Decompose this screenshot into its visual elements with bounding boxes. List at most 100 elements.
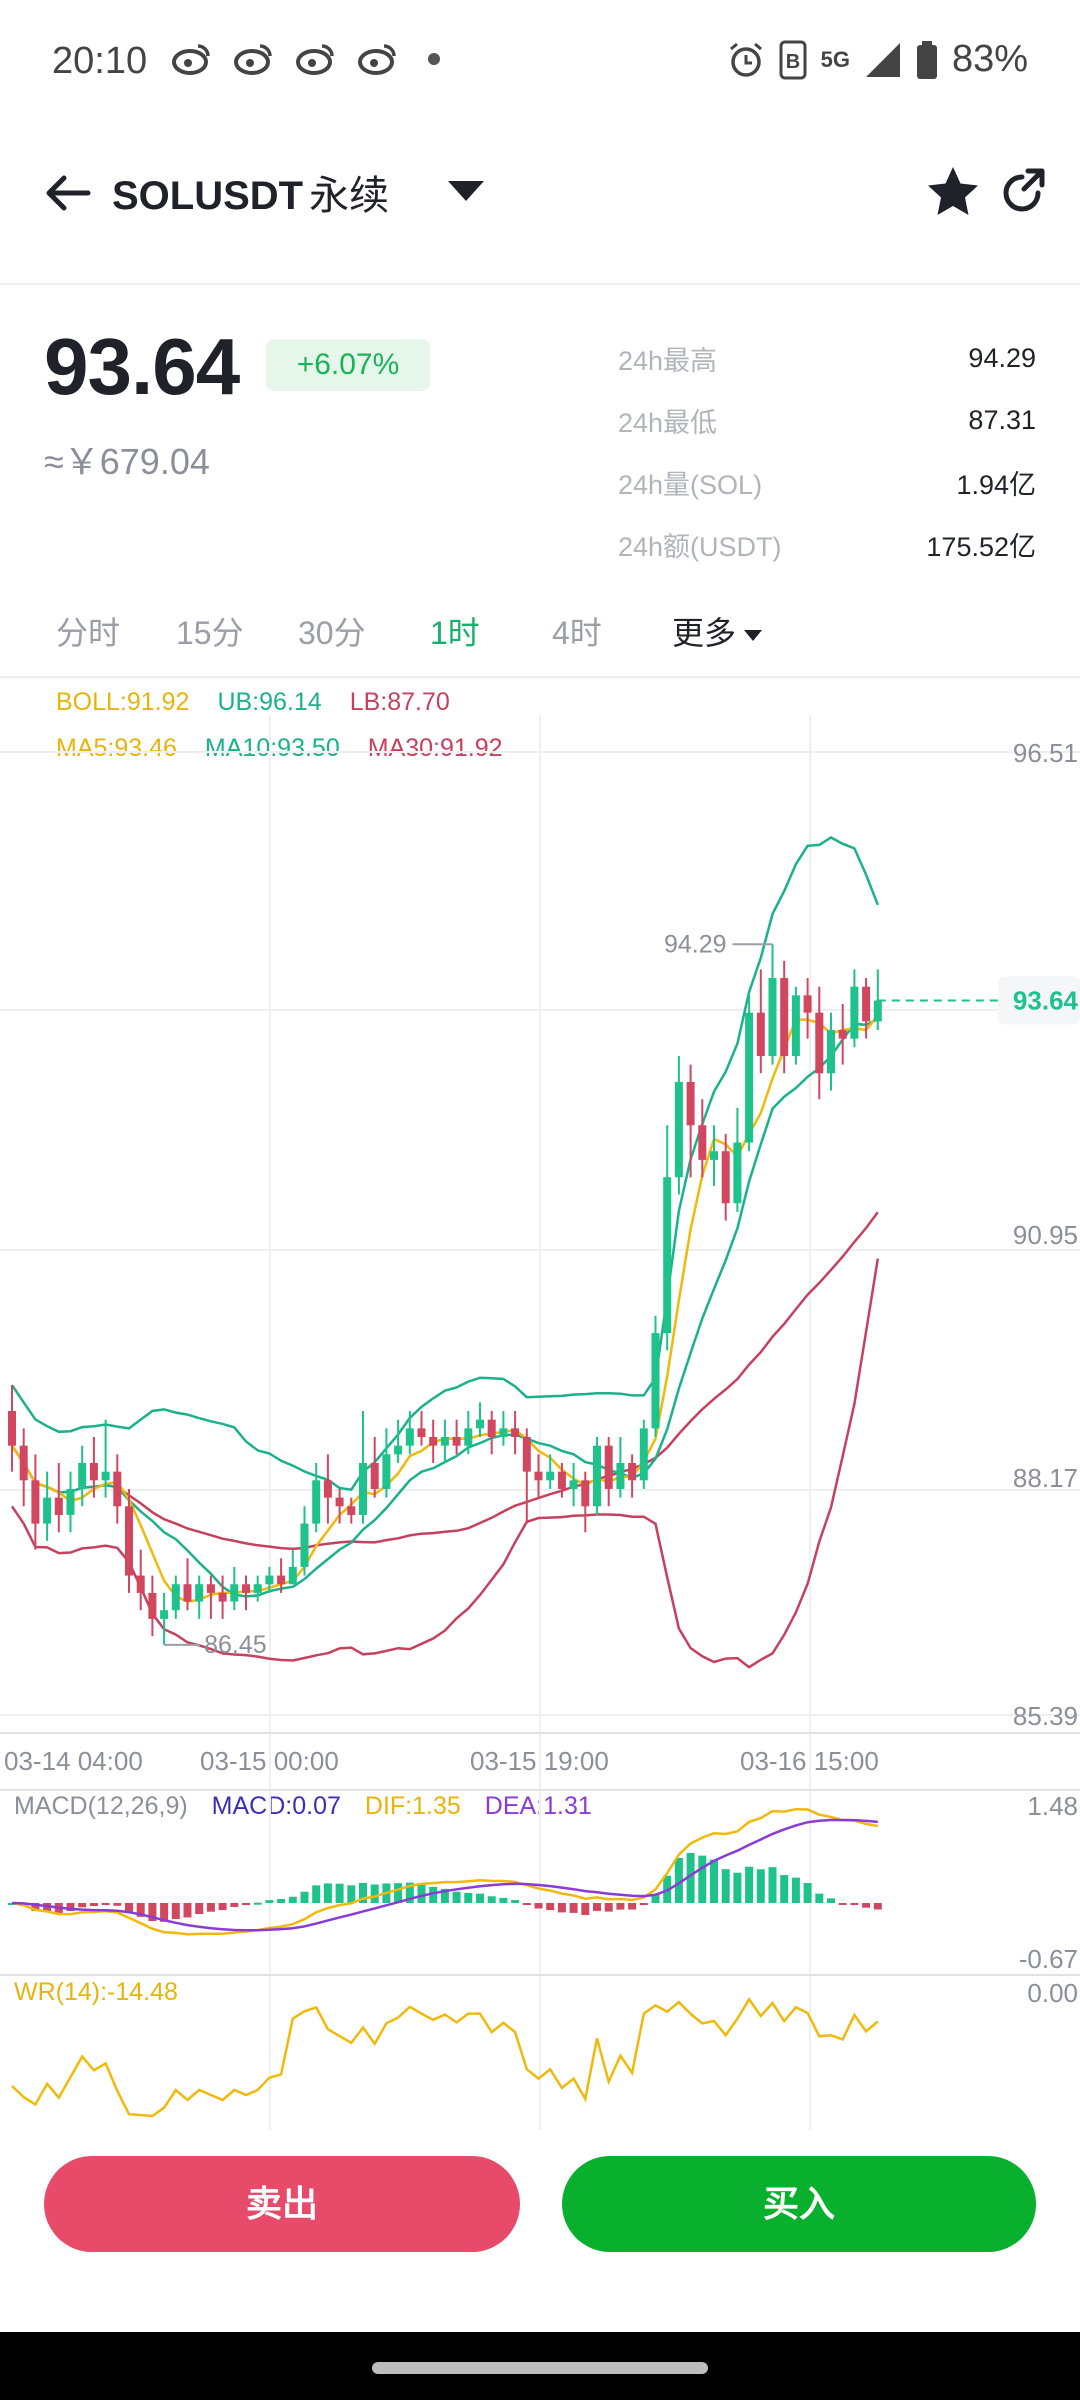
stat-label: 24h最低 [618,407,718,438]
macd-bar [651,1894,660,1903]
macd-bar [277,1898,286,1903]
dif-line [11,1807,879,1936]
macd-legend: MACD(12,26,9) MACD:0.07 DIF:1.35 DEA:1.3… [14,1792,592,1821]
macd-bar [873,1903,882,1910]
signal-icon [865,42,900,77]
candle-up [476,1419,484,1429]
system-icons: B 5G 83% [727,38,1028,81]
macd-bar [417,1884,426,1903]
macd-bar [265,1900,274,1903]
stat-row: 24h最高 94.29 [618,327,1036,389]
candle-down [323,1480,332,1498]
macd-bar [768,1867,777,1903]
candle-up [733,1142,742,1204]
low-label: 86.45 [204,1631,267,1659]
macd-bar [476,1893,484,1903]
ticker-summary: 93.64 +6.07% ≈￥679.04 24h最高 94.29 24h最低 87… [0,287,1080,587]
candle-down [183,1584,192,1602]
macd-bar [546,1903,555,1911]
dropdown-icon[interactable] [446,177,486,205]
contract-type: 永续 [309,174,390,218]
candle-down [487,1419,496,1438]
data-icon: B [779,40,807,79]
notification-icons [172,42,440,76]
candle-down [136,1575,145,1593]
y-tick-label: 85.39 [1013,1701,1078,1731]
candle-up [745,1012,754,1143]
candle-down [54,1497,63,1515]
kline-chart[interactable]: 96.51 90.95 88.17 85.39 03-14 04:00 03-15 00:… [0,680,1080,2130]
macd-bar [791,1877,800,1903]
macd-bar [628,1903,637,1910]
macd-bar [581,1903,590,1915]
macd-bar [148,1903,157,1922]
dea-line [11,1818,878,1932]
candle-up [300,1523,309,1567]
stat-row: 24h最低 87.31 [618,389,1036,451]
last-price: 93.64 [44,322,240,411]
dif-value: DIF:1.35 [364,1792,461,1820]
candle-up [66,1488,75,1515]
candle-up [616,1462,625,1489]
svg-text:B: B [785,51,799,73]
macd-bar [733,1872,742,1903]
candle-down [686,1081,695,1126]
candle-up [101,1471,110,1481]
macd-bar [66,1903,75,1912]
macd-bar [756,1869,765,1903]
candle-up [499,1428,508,1438]
macd-bar [780,1875,789,1903]
candle-down [581,1480,590,1507]
share-icon[interactable] [998,165,1048,215]
wr-line [11,1997,879,2118]
current-price-tag [998,976,1080,1025]
stats-panel: 24h最高 94.29 24h最低 87.31 24h量(SOL) 1.94亿 24h… [618,327,1036,575]
stat-label: 24h最高 [618,345,718,376]
back-arrow-icon[interactable] [40,165,96,221]
tab-30m[interactable]: 30分 [298,615,366,651]
symbol-title[interactable]: SOLUSDT 永续 [112,163,389,221]
candle-down [347,1506,356,1515]
star-icon[interactable] [924,163,982,221]
candle-up [359,1462,367,1515]
macd-bar [557,1903,566,1913]
macd-bar [335,1883,344,1903]
candle-up [312,1480,321,1524]
macd-bar [803,1883,812,1903]
candle-up [464,1428,473,1446]
header: SOLUSDT 永续 [0,125,1080,285]
tab-timeline[interactable]: 分时 [56,615,121,651]
ub-value: UB:96.14 [217,688,322,716]
candle-up [160,1610,169,1619]
candle-down [417,1428,426,1438]
dot-icon [428,53,440,65]
wr-tick-label: 0.00 [1027,1978,1078,2008]
candle-up [639,1428,648,1481]
candle-down [242,1584,250,1593]
candle-down [803,995,812,1013]
buy-button[interactable]: 买入 [562,2156,1036,2252]
macd-bar [639,1903,648,1906]
ma10-value: MA10:93.50 [204,734,340,762]
x-tick-label: 03-15 19:00 [470,1746,609,1776]
high-label: 94.29 [664,930,727,958]
home-handle[interactable] [372,2362,708,2374]
candle-up [674,1081,683,1178]
tab-more[interactable]: 更多 [672,608,763,654]
macd-bar [721,1869,730,1903]
tab-4h[interactable]: 4时 [552,615,602,651]
candle-down [113,1471,122,1507]
candle-up [569,1480,578,1489]
candle-down [31,1480,40,1524]
sell-button[interactable]: 卖出 [44,2156,520,2252]
macd-tick-label: -0.67 [1019,1944,1078,1974]
macd-bar [710,1859,718,1903]
macd-bar [136,1903,145,1917]
macd-bar [160,1903,169,1922]
tab-1h[interactable]: 1时 [430,615,480,651]
tab-15m[interactable]: 15分 [176,615,244,651]
macd-bar [323,1883,332,1903]
ma30-line [10,1211,879,1551]
ma-legend: MA5:93.46 MA10:93.50 MA30:91.92 [56,734,503,763]
stat-value: 1.94亿 [956,469,1036,500]
